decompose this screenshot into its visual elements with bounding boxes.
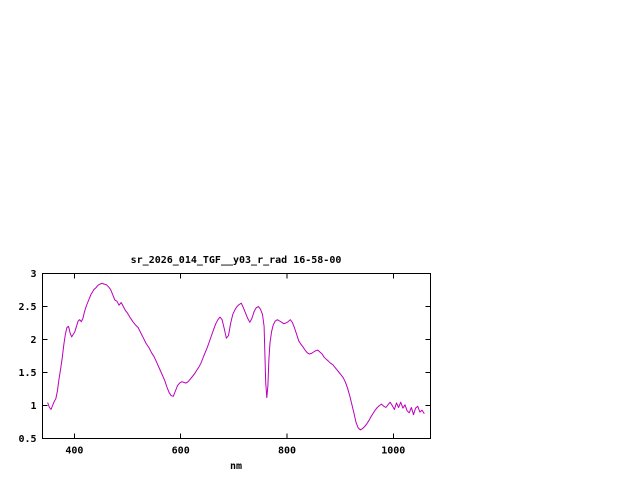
plot-border: [42, 273, 431, 439]
y-tick-label: 2: [30, 335, 36, 346]
chart-title: sr_2026_014_TGF__y03_r_rad 16-58-00: [131, 255, 342, 266]
data-line: [47, 282, 425, 431]
y-tick-label: 3: [30, 269, 36, 280]
x-tick-label: 600: [172, 446, 190, 457]
y-tick-label: 2.5: [18, 302, 36, 313]
y-tick-label: 1.5: [18, 368, 36, 379]
x-tick-label: 400: [65, 446, 83, 457]
y-tick-label: 0.5: [18, 434, 36, 445]
x-tick-label: 800: [278, 446, 296, 457]
y-tick-label: 1: [30, 401, 36, 412]
x-tick-label: 1000: [381, 446, 405, 457]
x-axis-label: nm: [230, 461, 242, 472]
